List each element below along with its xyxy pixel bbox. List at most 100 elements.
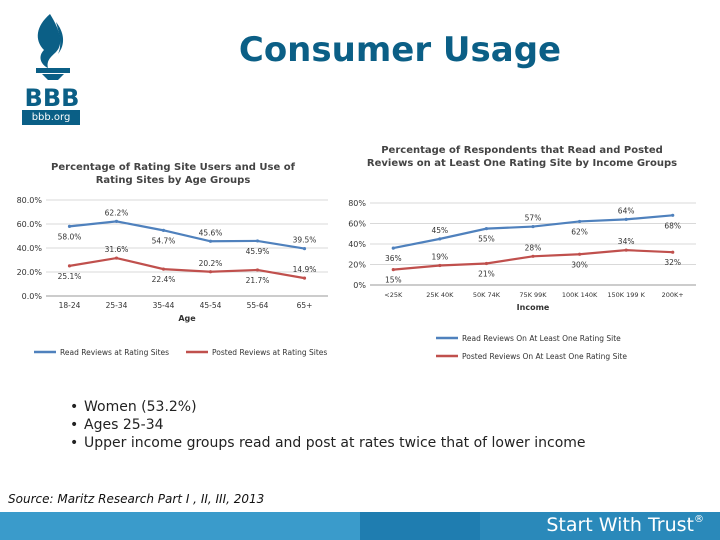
data-label: 62%	[571, 227, 588, 236]
data-label: 62.2%	[105, 208, 129, 217]
bullet-item: Ages 25-34	[70, 416, 590, 434]
legend-label: Posted Reviews On At Least One Rating Si…	[462, 352, 627, 361]
legend-label: Read Reviews at Rating Sites	[60, 348, 169, 357]
footer-tagline: Start With Trust®	[546, 514, 704, 536]
data-label: 32%	[664, 258, 681, 267]
y-tick-label: 20.0%	[17, 268, 43, 277]
y-tick-label: 40%	[348, 240, 366, 249]
key-findings-list: Women (53.2%) Ages 25-34 Upper income gr…	[70, 398, 590, 452]
data-label: 54.7%	[152, 236, 176, 245]
data-point	[484, 261, 489, 266]
chart-title: Percentage of Respondents that Read and …	[367, 145, 677, 169]
data-label: 57%	[525, 214, 542, 223]
trademark-mark: ®	[694, 514, 704, 525]
x-tick-label: 18-24	[59, 301, 81, 310]
data-point	[577, 252, 582, 256]
data-point	[114, 256, 119, 260]
y-tick-label: 80.0%	[17, 196, 43, 205]
data-point	[391, 268, 395, 272]
y-tick-label: 60%	[348, 220, 366, 229]
slide-title: Consumer Usage	[238, 30, 562, 70]
data-label: 28%	[525, 243, 542, 252]
bullet-item: Women (53.2%)	[70, 398, 590, 416]
torch-flame-accent	[56, 22, 64, 54]
x-tick-label: 50K 74K	[473, 291, 501, 299]
data-label: 14.9%	[293, 265, 317, 274]
data-point	[438, 263, 442, 268]
data-point	[671, 213, 675, 217]
data-point	[161, 267, 166, 271]
y-tick-label: 0.0%	[22, 292, 43, 301]
x-axis-title: Age	[178, 314, 196, 323]
data-point	[114, 219, 119, 223]
data-label: 21%	[478, 269, 495, 278]
legend-label: Posted Reviews at Rating Sites	[212, 348, 327, 357]
data-label: 19%	[432, 253, 449, 262]
data-point	[302, 276, 307, 280]
x-tick-label: 45-54	[200, 301, 222, 310]
data-point	[161, 228, 166, 232]
y-tick-label: 0%	[353, 281, 366, 290]
data-label: 64%	[618, 206, 635, 215]
x-tick-label: 100K 140K	[562, 291, 598, 299]
x-tick-label: 150K 199 K	[607, 291, 645, 299]
data-point	[671, 250, 675, 254]
x-tick-label: 35-44	[153, 301, 175, 310]
torch-handle-icon	[42, 74, 64, 80]
x-tick-label: 75K 99K	[519, 291, 547, 299]
y-tick-label: 20%	[348, 261, 366, 270]
data-point	[255, 239, 260, 243]
data-label: 21.7%	[246, 276, 270, 285]
age-groups-line-chart: Percentage of Rating Site Users and Use …	[17, 162, 328, 357]
data-label: 31.6%	[105, 245, 129, 254]
data-label: 30%	[571, 260, 588, 269]
legend-label: Read Reviews On At Least One Rating Site	[462, 334, 621, 343]
x-tick-label: 55-64	[247, 301, 269, 310]
data-point	[67, 224, 72, 228]
data-label: 45.6%	[199, 228, 223, 237]
chart-title: Percentage of Rating Site Users and Use …	[51, 162, 296, 186]
data-point	[302, 247, 307, 251]
logo-url: bbb.org	[22, 110, 80, 125]
income-groups-line-chart: Percentage of Respondents that Read and …	[348, 145, 696, 361]
data-label: 45%	[432, 226, 449, 235]
series-line	[69, 220, 305, 250]
x-tick-label: 65+	[297, 301, 313, 310]
data-point	[624, 248, 628, 252]
data-label: 45.9%	[246, 247, 270, 256]
source-citation: Source: Maritz Research Part I , II, III…	[8, 492, 265, 506]
data-point	[208, 239, 213, 243]
data-label: 34%	[618, 237, 635, 246]
bullet-item: Upper income groups read and post at rat…	[70, 434, 590, 452]
data-label: 39.5%	[293, 236, 317, 245]
torch-flame-icon	[37, 14, 61, 68]
data-point	[255, 268, 260, 272]
data-label: 22.4%	[152, 275, 176, 284]
data-point	[208, 270, 213, 274]
data-point	[531, 224, 535, 229]
y-tick-label: 40.0%	[17, 244, 43, 253]
data-label: 68%	[664, 221, 681, 230]
footer-stripe	[0, 512, 360, 540]
data-label: 55%	[478, 235, 495, 244]
data-label: 25.1%	[58, 272, 82, 281]
series-line	[69, 256, 305, 280]
age-chart-panel: Percentage of Rating Site Users and Use …	[10, 152, 337, 367]
torch-cup-icon	[36, 68, 70, 73]
y-tick-label: 60.0%	[17, 220, 43, 229]
data-point	[624, 217, 628, 221]
footer-tagline-text: Start With Trust	[546, 514, 694, 536]
x-tick-label: 25-34	[106, 301, 128, 310]
x-axis-title: Income	[517, 303, 550, 312]
income-chart-panel: Percentage of Respondents that Read and …	[342, 140, 705, 370]
x-tick-label: 25K 40K	[426, 291, 454, 299]
footer-bar: Start With Trust®	[0, 512, 720, 540]
data-point	[531, 254, 535, 258]
data-point	[484, 227, 489, 231]
y-tick-label: 80%	[348, 199, 366, 208]
data-point	[67, 264, 72, 268]
data-point	[391, 246, 395, 250]
data-point	[438, 237, 442, 241]
data-label: 15%	[385, 276, 402, 285]
x-tick-label: <25K	[384, 291, 403, 299]
